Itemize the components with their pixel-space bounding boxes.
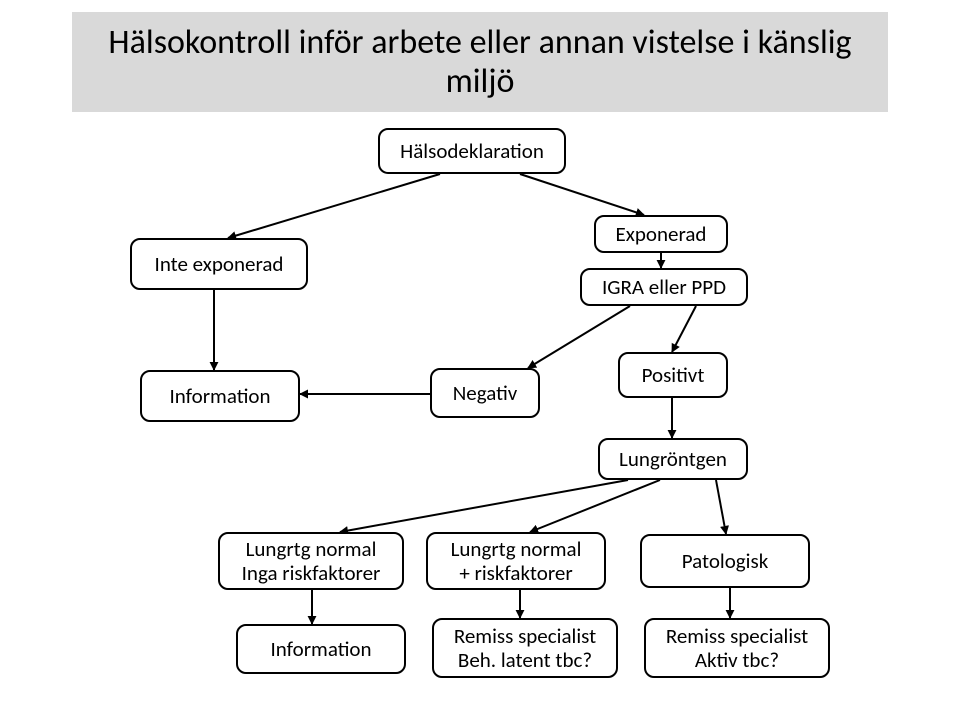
page-title-text: Hälsokontroll inför arbete eller annan v… <box>72 23 888 101</box>
node-lung-risk: Lungrtg normal + riskfaktorer <box>426 532 606 590</box>
node-information-left: Information <box>140 370 300 422</box>
node-label: Negativ <box>453 381 518 405</box>
node-label: Lungrtg normal Inga riskfaktorer <box>242 537 381 585</box>
node-negativ: Negativ <box>430 368 540 418</box>
node-information-bottom: Information <box>236 624 406 674</box>
node-label: Information <box>270 637 371 661</box>
node-label: Information <box>169 384 270 408</box>
node-label: Remiss specialist Aktiv tbc? <box>666 624 808 672</box>
node-label: Patologisk <box>682 549 769 573</box>
node-patologisk: Patologisk <box>640 534 810 588</box>
node-label: Inte exponerad <box>155 252 284 276</box>
node-label: Remiss specialist Beh. latent tbc? <box>454 624 596 672</box>
node-label: IGRA eller PPD <box>602 275 726 299</box>
node-remiss-latent: Remiss specialist Beh. latent tbc? <box>432 618 618 678</box>
node-label: Lungröntgen <box>619 447 727 471</box>
node-inte-exponerad: Inte exponerad <box>130 238 308 290</box>
node-lung-normal: Lungrtg normal Inga riskfaktorer <box>218 532 404 590</box>
node-label: Hälsodeklaration <box>400 139 544 163</box>
node-lungrontgen: Lungröntgen <box>598 438 748 480</box>
node-halsodeklaration: Hälsodeklaration <box>378 128 566 174</box>
node-label: Exponerad <box>616 222 707 246</box>
node-positivt: Positivt <box>618 352 728 398</box>
node-igra-ppd: IGRA eller PPD <box>580 268 748 306</box>
node-remiss-aktiv: Remiss specialist Aktiv tbc? <box>644 618 830 678</box>
node-label: Lungrtg normal + riskfaktorer <box>451 537 582 585</box>
page-title: Hälsokontroll inför arbete eller annan v… <box>72 12 888 112</box>
node-exponerad: Exponerad <box>594 215 728 253</box>
node-label: Positivt <box>642 363 705 387</box>
